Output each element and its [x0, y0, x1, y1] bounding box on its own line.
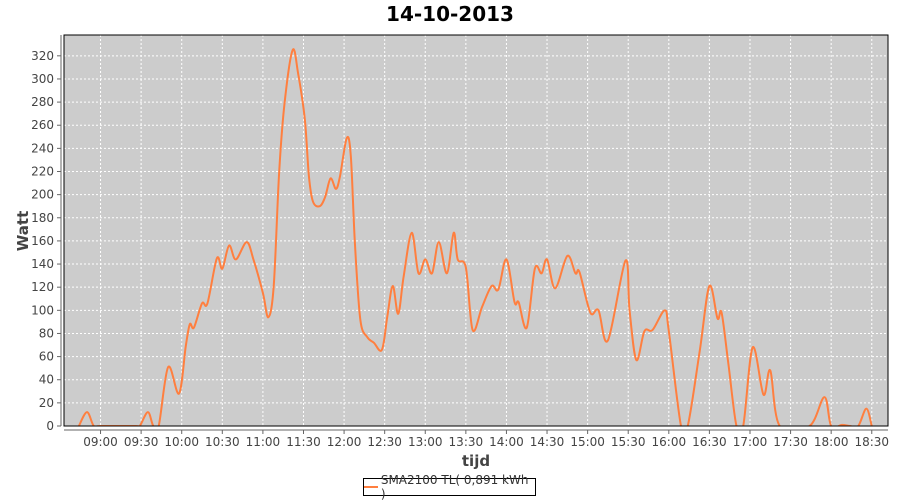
x-tick-label: 10:00	[164, 435, 199, 449]
plot-area	[63, 34, 889, 427]
y-tick-label: 160	[31, 234, 54, 248]
y-tick-label: 60	[39, 350, 54, 364]
chart-title: 14-10-2013	[386, 2, 514, 26]
y-tick-label: 180	[31, 211, 54, 225]
x-axis-label: tijd	[462, 452, 490, 470]
series-line	[77, 48, 873, 426]
y-tick-label: 100	[31, 303, 54, 317]
legend: SMA2100 TL( 0,891 kWh )	[363, 473, 536, 501]
y-tick-label: 40	[39, 373, 54, 387]
legend-swatch	[364, 486, 378, 488]
y-axis-label: Watt	[14, 211, 32, 251]
plot-border	[63, 34, 889, 427]
x-tick-label: 14:00	[489, 435, 524, 449]
y-tick-label: 280	[31, 95, 54, 109]
y-tick-label: 0	[46, 419, 54, 433]
y-tick-label: 120	[31, 280, 54, 294]
y-tick-label: 320	[31, 49, 54, 63]
y-axis: 0 20 40 60 80 100 120 140 160 180 200 220 240 260 280 3…	[31, 35, 62, 433]
y-tick-label: 300	[31, 72, 54, 86]
x-tick-label: 12:30	[367, 435, 402, 449]
y-tick-label: 200	[31, 188, 54, 202]
x-tick-label: 10:30	[205, 435, 240, 449]
x-tick-label: 15:30	[611, 435, 646, 449]
x-tick-label: 09:30	[124, 435, 159, 449]
x-tick-label: 16:00	[652, 435, 687, 449]
y-tick-label: 240	[31, 141, 54, 155]
legend-label: SMA2100 TL( 0,891 kWh )	[380, 473, 529, 501]
x-tick-label: 18:00	[814, 435, 849, 449]
x-tick-label: 11:30	[286, 435, 321, 449]
x-tick-label: 14:30	[530, 435, 565, 449]
x-tick-label: 11:00	[246, 435, 281, 449]
gridlines	[64, 35, 888, 426]
x-tick-label: 18:30	[854, 435, 889, 449]
x-tick-label: 16:30	[692, 435, 727, 449]
y-tick-label: 20	[39, 396, 54, 410]
x-tick-label: 13:00	[408, 435, 443, 449]
x-tick-label: 12:00	[327, 435, 362, 449]
x-axis: 09:00 09:30 10:00 10:30 11:00 11:30 12:00 12:30…	[64, 429, 889, 449]
x-tick-label: 17:30	[773, 435, 808, 449]
x-tick-label: 09:00	[83, 435, 118, 449]
x-tick-label: 17:00	[733, 435, 768, 449]
y-tick-label: 140	[31, 257, 54, 271]
y-tick-label: 80	[39, 326, 54, 340]
x-tick-label: 13:30	[449, 435, 484, 449]
line-chart: 0 20 40 60 80 100 120 140 160 180 200 220 240 260 280 3…	[14, 34, 889, 470]
y-tick-label: 220	[31, 165, 54, 179]
y-tick-label: 260	[31, 118, 54, 132]
x-tick-label: 15:00	[570, 435, 605, 449]
